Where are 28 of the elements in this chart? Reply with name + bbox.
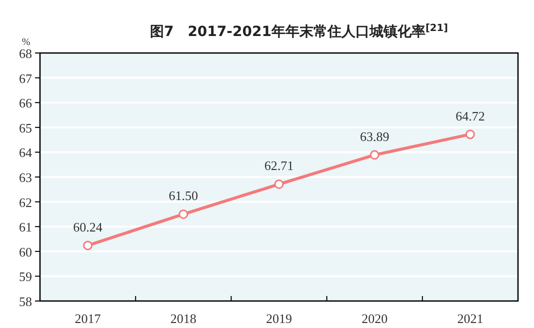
point [465, 130, 475, 140]
data-label: 64.72 [456, 108, 485, 124]
y-tick-label: 68 [19, 46, 32, 61]
data-label: 60.24 [73, 219, 103, 234]
y-tick-label: 64 [19, 145, 32, 160]
data-label: 62.71 [264, 158, 294, 174]
y-tick-label: 61 [19, 220, 32, 235]
x-tick-label: 2019 [266, 311, 292, 326]
x-tick-label: 2021 [457, 311, 484, 326]
y-tick-label: 66 [19, 96, 32, 111]
x-tick-label: 2020 [362, 311, 388, 326]
point [83, 240, 93, 250]
y-tick-label: 67 [19, 70, 32, 86]
point [370, 150, 380, 160]
y-axis-title: % [22, 37, 30, 48]
point [178, 209, 188, 219]
x-tick-label: 2017 [74, 311, 102, 326]
y-tick-label: 62 [19, 194, 32, 210]
y-tick-label: 65 [19, 120, 32, 136]
y-tick-label: 63 [19, 170, 32, 185]
data-label: 61.50 [168, 188, 198, 204]
y-tick-label: 59 [19, 269, 32, 284]
chart-title: 图7 2017-2021年年末常住人口城镇化率$^{[21]}$ [150, 22, 448, 40]
y-tick-label: 60 [19, 244, 32, 260]
y-tick-label: 58 [19, 294, 32, 309]
x-tick-label: 2018 [170, 311, 196, 326]
point [274, 179, 284, 189]
data-label: 63.89 [360, 128, 390, 144]
